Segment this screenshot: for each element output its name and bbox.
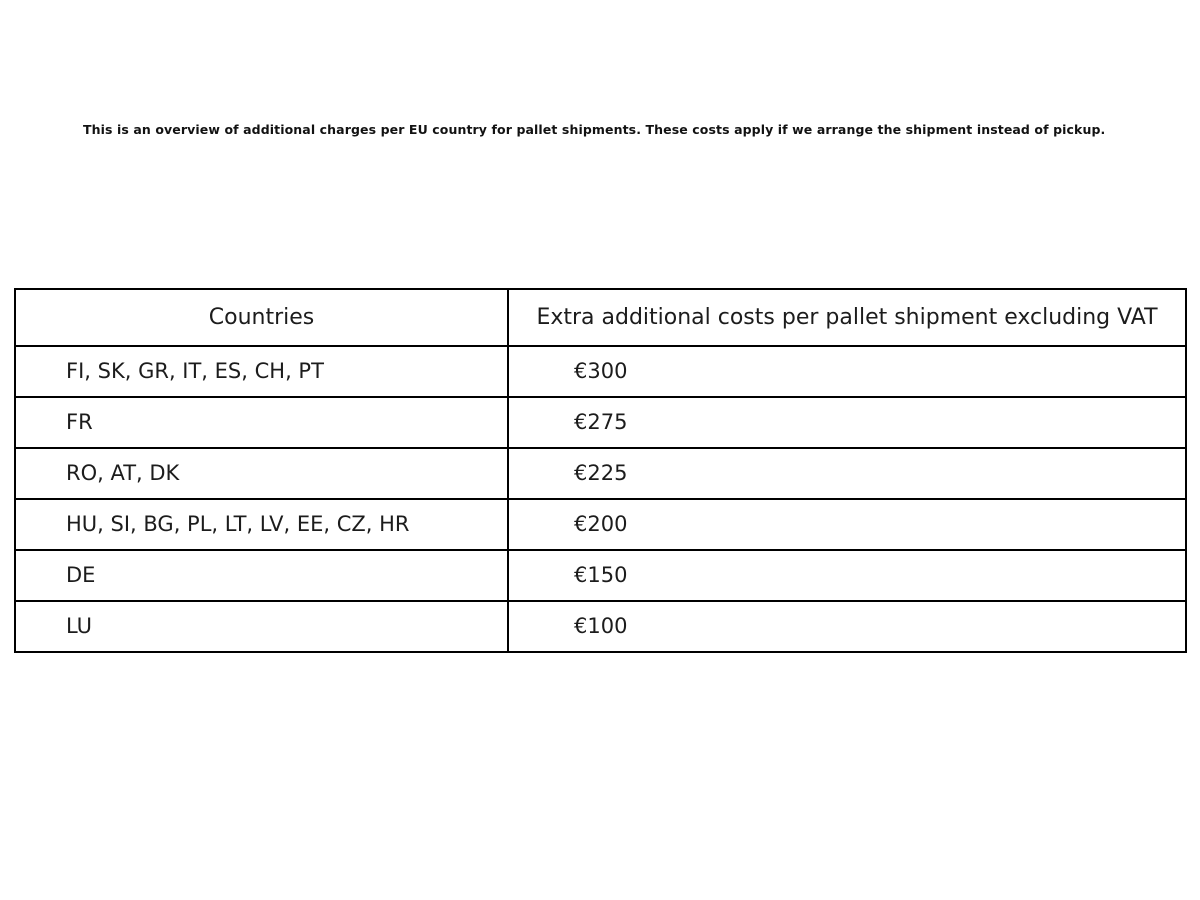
table-row: RO, AT, DK €225 [14,447,1187,500]
cell-cost: €200 [507,498,1187,551]
column-header-costs: Extra additional costs per pallet shipme… [507,288,1187,347]
table-row: FR €275 [14,396,1187,449]
intro-description: This is an overview of additional charge… [83,122,1106,137]
cell-countries: FR [14,396,509,449]
cell-countries: LU [14,600,509,653]
cell-cost: €225 [507,447,1187,500]
cell-cost: €275 [507,396,1187,449]
cell-countries: FI, SK, GR, IT, ES, CH, PT [14,345,509,398]
cell-countries: HU, SI, BG, PL, LT, LV, EE, CZ, HR [14,498,509,551]
table-header-row: Countries Extra additional costs per pal… [14,288,1187,347]
column-header-countries: Countries [14,288,509,347]
table-row: LU €100 [14,600,1187,653]
table-row: HU, SI, BG, PL, LT, LV, EE, CZ, HR €200 [14,498,1187,551]
cell-countries: RO, AT, DK [14,447,509,500]
cell-cost: €300 [507,345,1187,398]
additional-charges-table: Countries Extra additional costs per pal… [14,288,1187,653]
cell-cost: €100 [507,600,1187,653]
cell-cost: €150 [507,549,1187,602]
table-body: FI, SK, GR, IT, ES, CH, PT €300 FR €275 … [14,345,1187,653]
cell-countries: DE [14,549,509,602]
table-row: DE €150 [14,549,1187,602]
table-row: FI, SK, GR, IT, ES, CH, PT €300 [14,345,1187,398]
